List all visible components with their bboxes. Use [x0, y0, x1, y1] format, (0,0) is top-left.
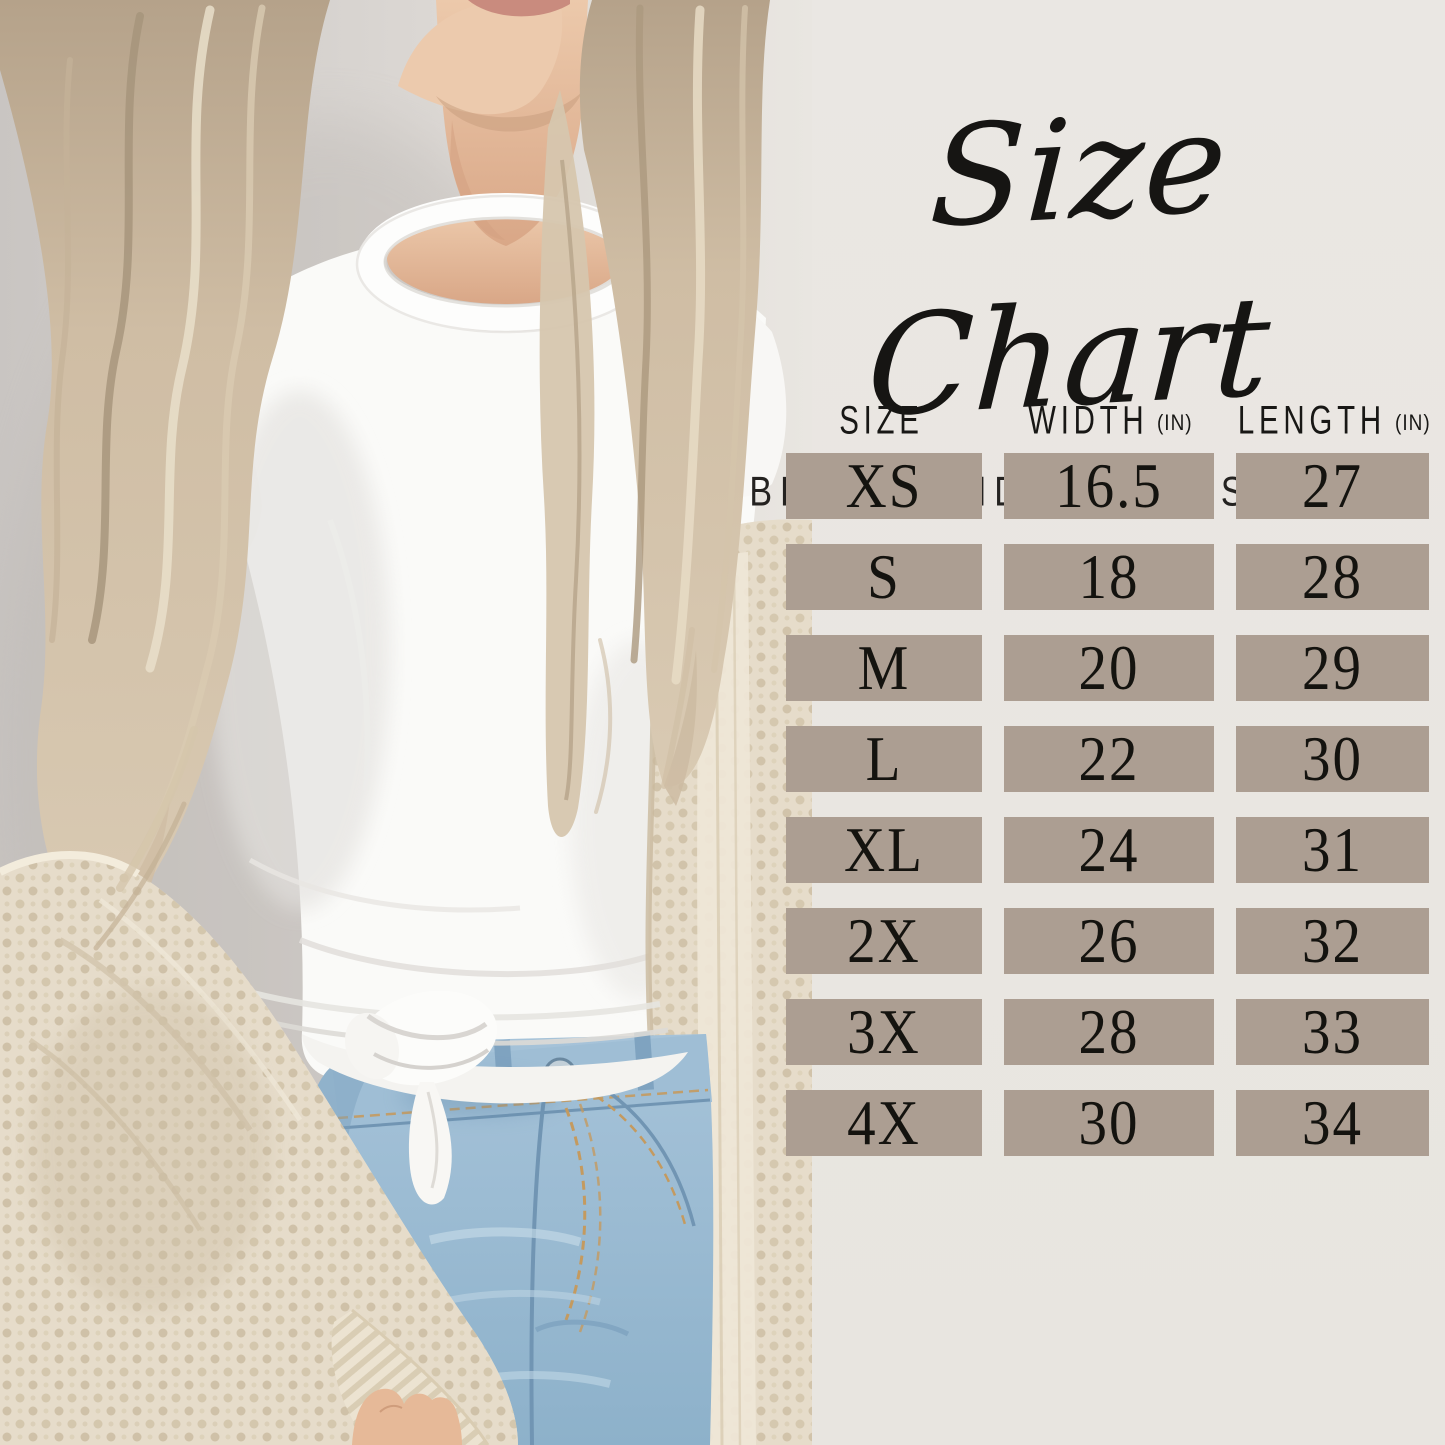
hair-right: [539, 0, 770, 837]
table-row-m: M 20 29: [786, 635, 1429, 701]
size-cell: XL: [786, 817, 982, 883]
model-photo: [0, 0, 812, 1445]
size-cell: XS: [786, 453, 982, 519]
size-cell: 2X: [786, 908, 982, 974]
width-cell: 26: [1004, 908, 1214, 974]
size-cell: S: [786, 544, 982, 610]
header-size-label: SIZE: [839, 397, 924, 443]
width-cell: 16.5: [1004, 453, 1214, 519]
header-width: WIDTH (IN): [1004, 397, 1214, 444]
hair-wisps: [93, 627, 695, 951]
length-cell: 27: [1236, 453, 1429, 519]
table-row-xl: XL 24 31: [786, 817, 1429, 883]
header-size: SIZE: [786, 397, 982, 444]
header-length-label: LENGTH: [1238, 397, 1387, 443]
size-cell: M: [786, 635, 982, 701]
hand: [352, 1388, 462, 1445]
cardigan-left: [0, 851, 518, 1445]
length-cell: 30: [1236, 726, 1429, 792]
table-row-4x: 4X 30 34: [786, 1090, 1429, 1156]
header-length: LENGTH (IN): [1236, 397, 1431, 444]
width-cell: 24: [1004, 817, 1214, 883]
length-cell: 29: [1236, 635, 1429, 701]
table-header-row: SIZE WIDTH (IN) LENGTH (IN): [786, 397, 1431, 444]
header-length-unit: (IN): [1395, 411, 1431, 436]
width-cell: 18: [1004, 544, 1214, 610]
table-row-s: S 18 28: [786, 544, 1429, 610]
length-cell: 33: [1236, 999, 1429, 1065]
header-width-unit: (IN): [1156, 411, 1193, 436]
header-width-label: WIDTH: [1028, 397, 1149, 443]
table-row-xs: XS 16.5 27: [786, 453, 1429, 519]
length-cell: 31: [1236, 817, 1429, 883]
size-cell: 4X: [786, 1090, 982, 1156]
length-cell: 34: [1236, 1090, 1429, 1156]
size-cell: L: [786, 726, 982, 792]
table-row-2x: 2X 26 32: [786, 908, 1429, 974]
width-cell: 30: [1004, 1090, 1214, 1156]
width-cell: 28: [1004, 999, 1214, 1065]
tee-hem-and-knot: [208, 977, 688, 1205]
size-cell: 3X: [786, 999, 982, 1065]
length-cell: 28: [1236, 544, 1429, 610]
table-row-3x: 3X 28 33: [786, 999, 1429, 1065]
width-cell: 20: [1004, 635, 1214, 701]
size-table: SIZE WIDTH (IN) LENGTH (IN) XS 16.5 27 S 1…: [786, 397, 1431, 1181]
length-cell: 32: [1236, 908, 1429, 974]
table-row-l: L 22 30: [786, 726, 1429, 792]
width-cell: 22: [1004, 726, 1214, 792]
